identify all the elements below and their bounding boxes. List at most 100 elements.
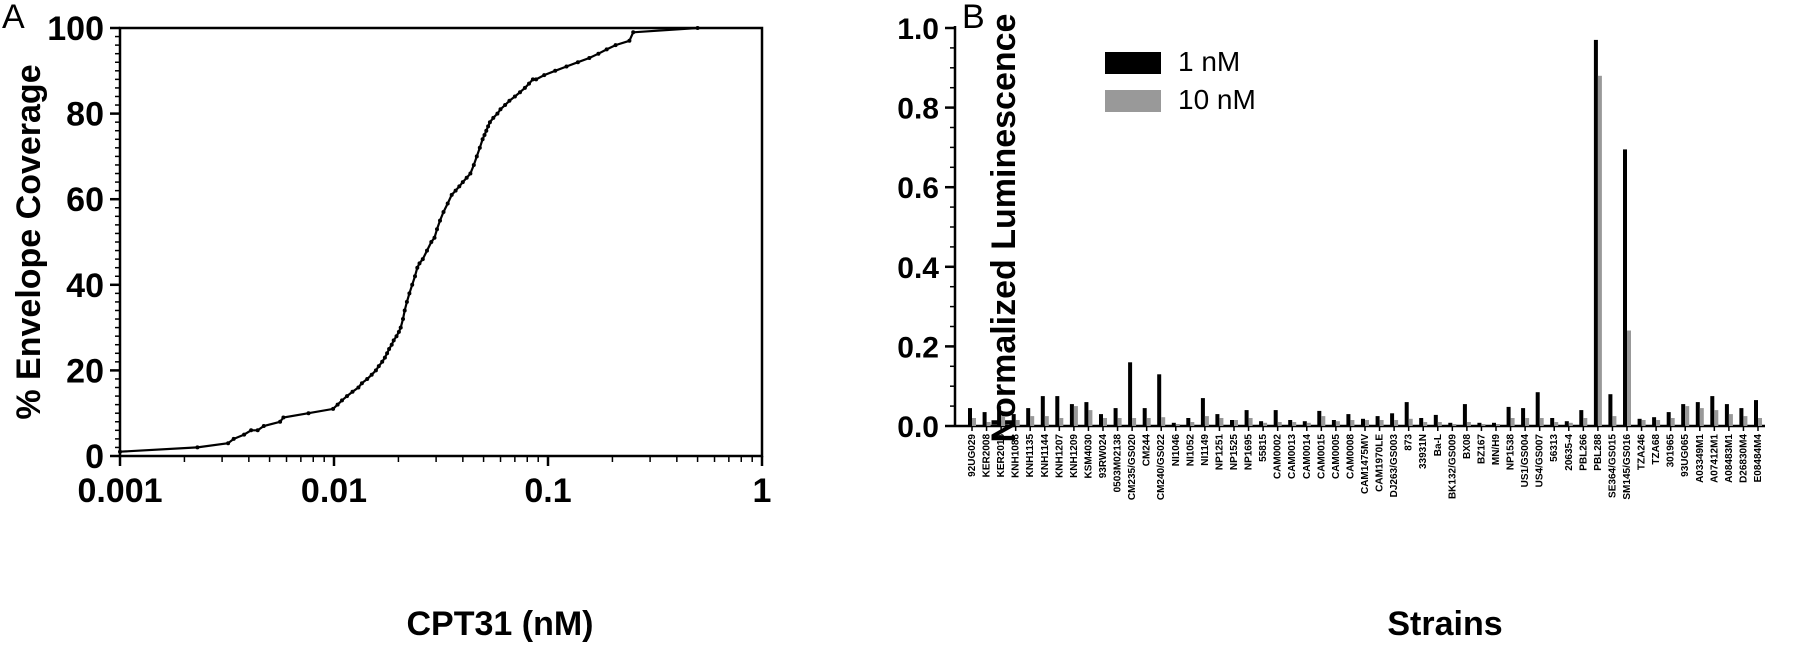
chart-b-bar-1nm	[1564, 421, 1569, 426]
chart-a-plot-frame	[118, 26, 764, 458]
chart-b-bar-10nm	[1059, 418, 1064, 426]
chart-b-bar-1nm	[1069, 404, 1074, 426]
chart-b-category-label: KNH1144	[1040, 434, 1051, 478]
chart-b-bar-1nm	[1375, 416, 1380, 426]
chart-b-bar-10nm	[986, 422, 991, 426]
chart-b-bar-10nm	[1583, 418, 1588, 426]
chart-b-bar-10nm	[972, 418, 976, 426]
chart-b-category-label: KNH1209	[1069, 434, 1080, 478]
chart-a-y-axis-title: % Envelope Coverage	[10, 64, 48, 419]
chart-b-bar-1nm	[1404, 402, 1409, 426]
chart-a-data-point	[278, 419, 283, 424]
chart-b-bar-1nm	[1288, 420, 1293, 426]
chart-b-bar-1nm	[1550, 418, 1555, 426]
chart-b-bar-10nm	[1263, 422, 1268, 426]
chart-b-category-label: 0503M02138	[1113, 434, 1124, 493]
chart-b-bar-1nm	[1390, 413, 1395, 426]
chart-b-y-tick-label: 0.6	[897, 172, 939, 205]
chart-b-bar-10nm	[1568, 422, 1573, 426]
chart-a-data-point	[401, 317, 405, 321]
chart-a-data-point	[376, 364, 381, 369]
chart-b-bar-10nm	[1379, 420, 1384, 426]
chart-b-bar-1nm	[1317, 410, 1322, 426]
chart-a-data-point	[389, 342, 394, 347]
chart-b-category-label: 93UG065	[1680, 434, 1691, 477]
chart-b-bar-1nm	[1535, 392, 1540, 426]
chart-a-data-point	[596, 51, 601, 56]
chart-b-bar-10nm	[1335, 421, 1340, 426]
chart-a-data-point	[468, 171, 473, 176]
chart-a-data-point	[281, 415, 286, 420]
chart-b-y-tick-label: 0.0	[897, 411, 939, 444]
chart-b-bar-1nm	[1346, 414, 1351, 426]
chart-b-bar-1nm	[1026, 408, 1031, 426]
chart-b-bar-1nm	[1215, 414, 1220, 426]
chart-b-category-label: KNH1207	[1054, 434, 1065, 478]
chart-b-category-label: BZ167	[1476, 434, 1487, 464]
chart-b-bar-1nm	[1186, 418, 1191, 426]
chart-b-bar-1nm	[1171, 422, 1176, 426]
chart-b-bar-10nm	[1437, 422, 1442, 426]
chart-a-y-tick-label: 60	[66, 181, 104, 219]
chart-b-bar-10nm	[1030, 416, 1035, 426]
chart-b-category-label: 92UG029	[967, 434, 978, 477]
chart-b-bar-10nm	[1132, 418, 1137, 426]
chart-a-data-point	[495, 111, 500, 116]
chart-a-data-point	[477, 145, 482, 150]
chart-b-bar-1nm	[1521, 408, 1526, 426]
chart-b-bar-1nm	[1084, 402, 1089, 426]
chart-b-bar-10nm	[1743, 416, 1748, 426]
chart-a-data-point	[435, 227, 439, 232]
chart-a-data-point	[226, 441, 231, 446]
chart-b-legend-label: 1 nM	[1178, 46, 1240, 77]
chart-b-category-label: NI1052	[1185, 434, 1196, 467]
chart-a-data-point	[553, 68, 558, 73]
chart-a-data-point	[387, 347, 392, 351]
chart-b-category-label: 20635-4	[1564, 434, 1575, 471]
chart-b-category-label: TZA68	[1651, 434, 1662, 465]
chart-a-data-point	[464, 175, 469, 180]
chart-a-data-point	[402, 308, 407, 313]
chart-a-data-point	[385, 351, 390, 356]
chart-a-data-point	[482, 133, 487, 137]
chart-a-data-point	[356, 385, 361, 390]
chart-b-bar-10nm	[1175, 424, 1180, 426]
chart-a-data-point	[438, 218, 442, 223]
chart-a-data-point	[429, 240, 434, 244]
chart-b-bar-10nm	[1044, 416, 1049, 426]
chart-a-data-point	[420, 257, 425, 262]
chart-b-bar-1nm	[1652, 417, 1657, 426]
chart-b-bar-1nm	[1492, 422, 1496, 426]
chart-b-bar-10nm	[1525, 418, 1530, 426]
chart-b-category-label: KER2008	[982, 434, 993, 478]
chart-a-data-point	[306, 411, 311, 416]
chart-b-bar-10nm	[1641, 420, 1646, 426]
chart-b-category-label: SM145/GS016	[1622, 434, 1633, 500]
chart-b-category-label: NP1251	[1214, 434, 1225, 471]
chart-b-bar-1nm	[1113, 408, 1118, 426]
chart-a-data-point	[413, 274, 417, 279]
chart-a-data-point	[522, 85, 527, 90]
chart-b-category-label: PBL266	[1578, 434, 1589, 471]
chart-a-x-tick-label: 0.1	[524, 472, 571, 510]
chart-b-bar-10nm	[1699, 408, 1704, 426]
chart-a-x-tick-label: 0.01	[301, 472, 367, 510]
chart-b-category-label: CAM0008	[1345, 434, 1356, 479]
chart-b-bar-10nm	[1219, 418, 1224, 426]
chart-a-data-point	[417, 261, 422, 266]
chart-b-bar-10nm	[1204, 416, 1209, 426]
chart-b-bar-10nm	[1292, 422, 1297, 426]
chart-b-bar-10nm	[1161, 417, 1166, 426]
chart-b-bar-1nm	[1419, 418, 1424, 426]
chart-b-bar-1nm	[1040, 396, 1045, 426]
chart-a-data-point	[432, 235, 437, 240]
chart-b-category-label: CAM0015	[1316, 434, 1327, 479]
chart-b-bar-10nm	[1408, 418, 1413, 426]
panel-a-letter: A	[2, 0, 25, 36]
chart-a-data-point	[486, 124, 491, 129]
chart-b-bar-1nm	[968, 408, 972, 426]
chart-a-data-point	[382, 355, 387, 360]
chart-a-data-point	[407, 291, 412, 296]
chart-b-category-label: 55815	[1258, 434, 1269, 462]
chart-b-category-label: Ba-L	[1433, 434, 1444, 456]
